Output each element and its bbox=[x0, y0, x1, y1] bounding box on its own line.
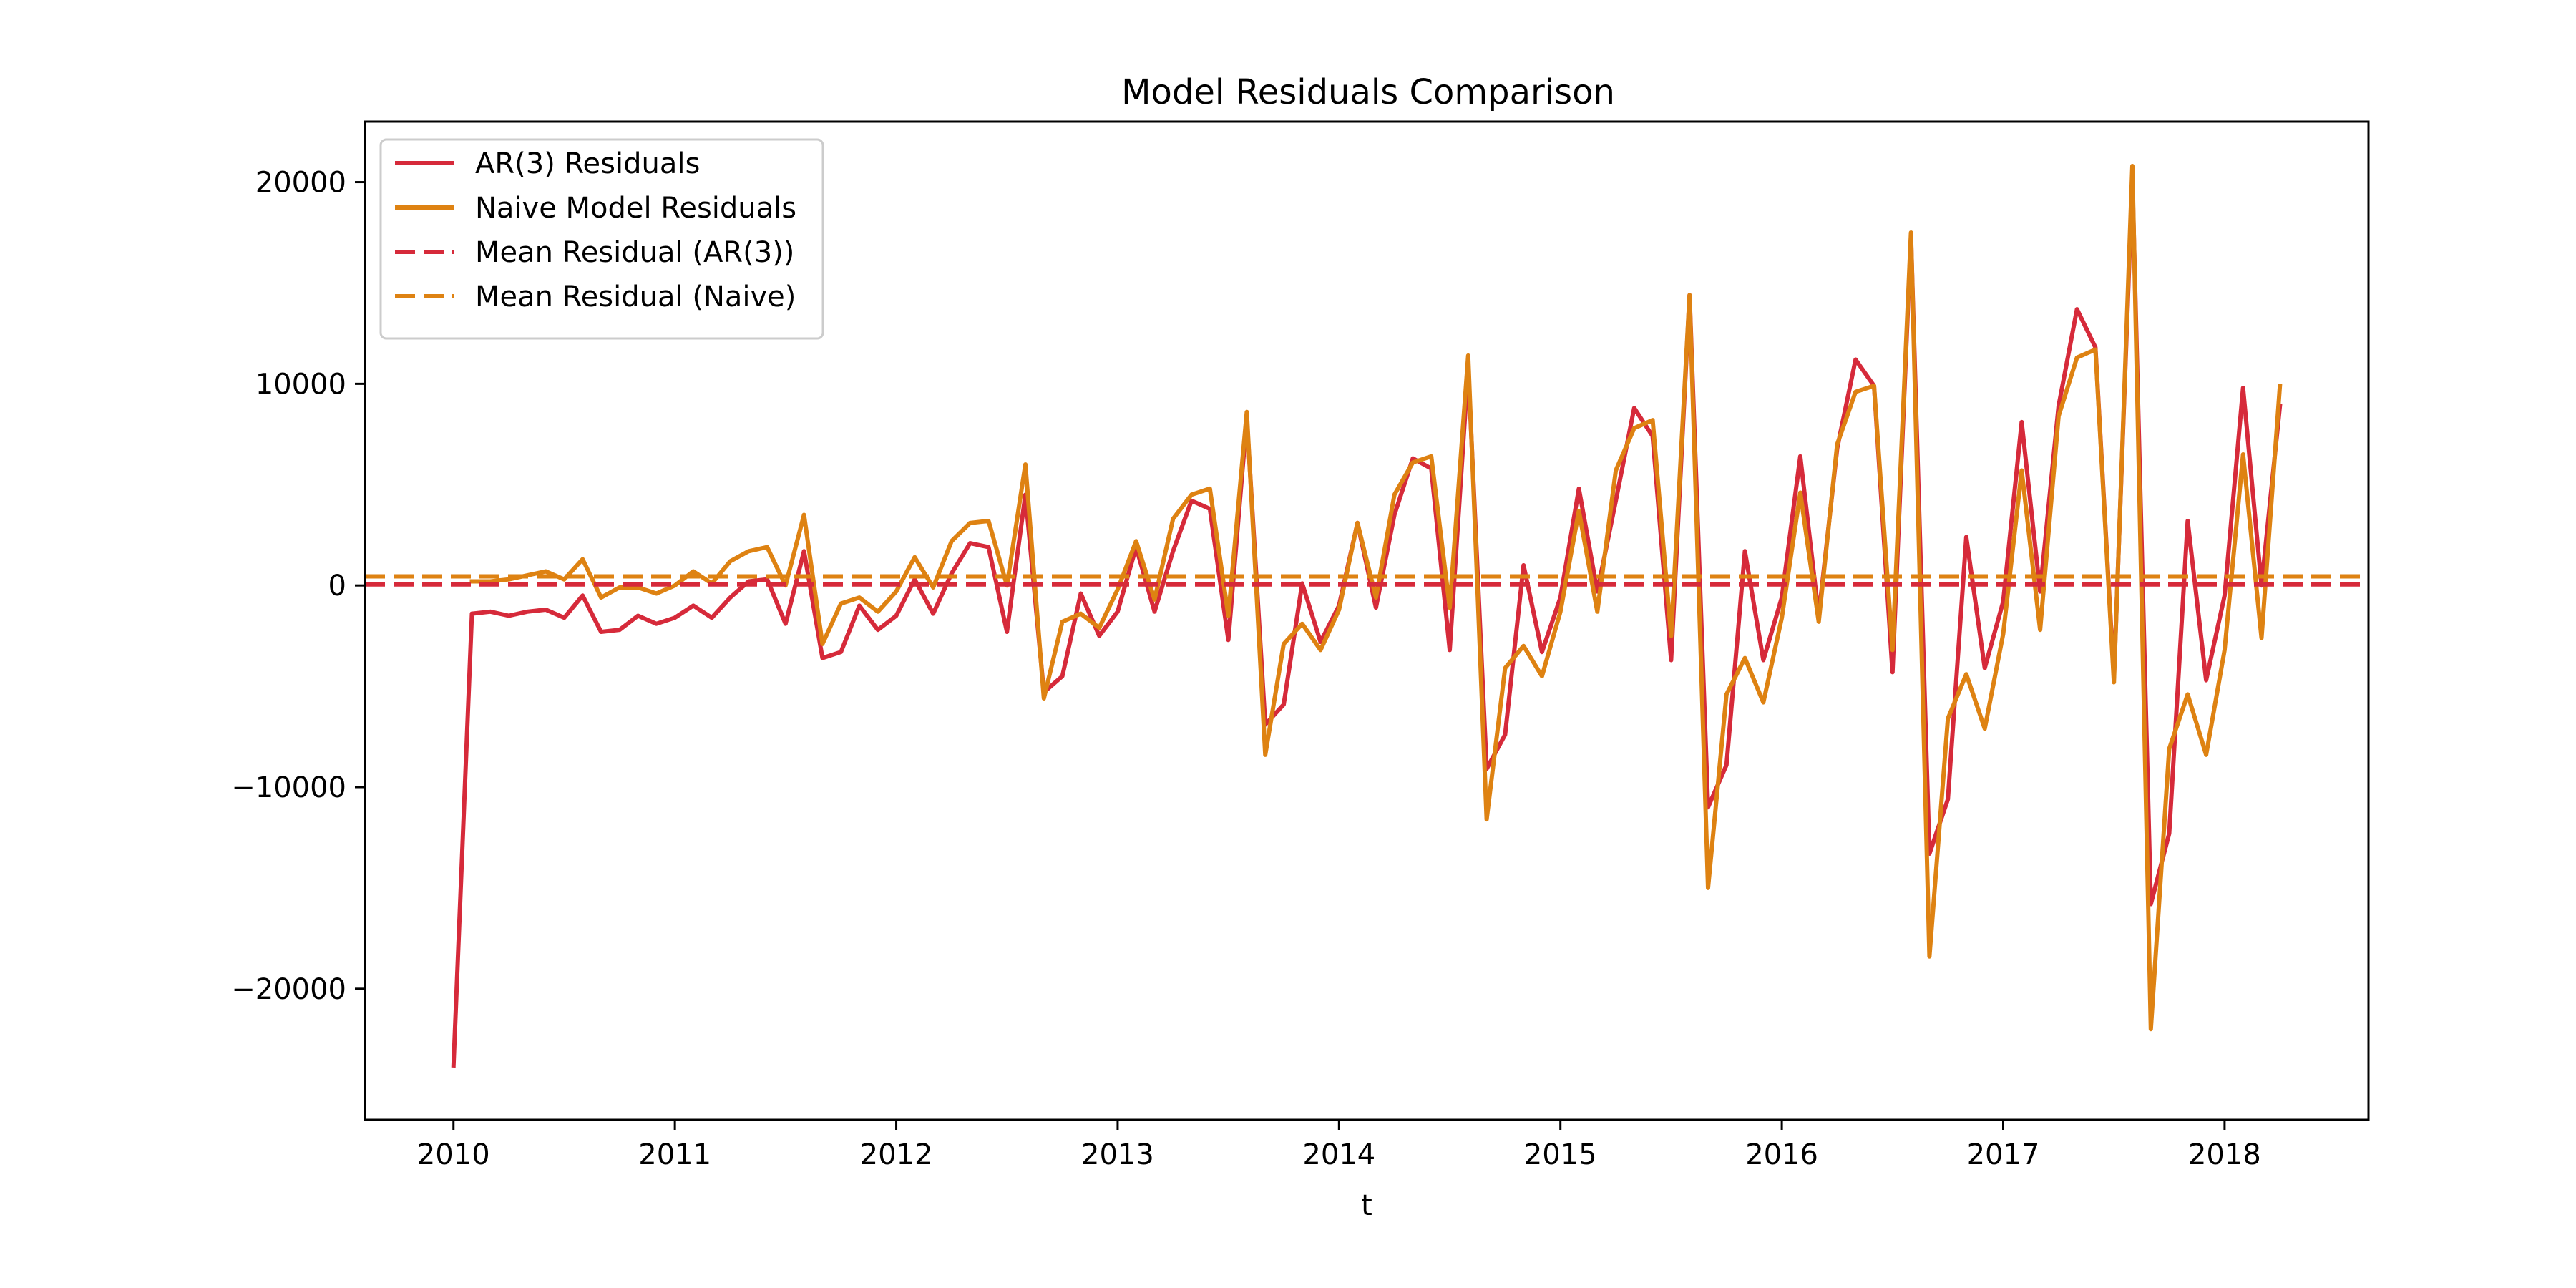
legend-label: Mean Residual (Naive) bbox=[475, 280, 796, 313]
legend-label: Mean Residual (AR(3)) bbox=[475, 236, 794, 269]
y-tick-label: 20000 bbox=[255, 167, 346, 200]
legend-label: AR(3) Residuals bbox=[475, 147, 700, 180]
x-tick-label: 2015 bbox=[1524, 1138, 1597, 1171]
x-axis-label: t bbox=[1361, 1189, 1372, 1222]
x-tick-label: 2010 bbox=[417, 1138, 490, 1171]
chart-title: Model Residuals Comparison bbox=[1121, 72, 1615, 112]
plot-frame bbox=[364, 120, 2370, 1121]
series-layer bbox=[365, 164, 2368, 1068]
y-tick-label: −10000 bbox=[231, 771, 346, 804]
x-tick-label: 2018 bbox=[2188, 1138, 2261, 1171]
legend-frame bbox=[379, 138, 824, 340]
y-tick-label: 0 bbox=[328, 570, 346, 602]
axes-layer: 2010 2011 2012 2013 2014 2015 2016 2017 2018 −200… bbox=[231, 167, 2261, 1171]
y-tick-label: 10000 bbox=[255, 368, 346, 401]
series-line-naive-model-residuals bbox=[469, 164, 2283, 1032]
x-tick-label: 2014 bbox=[1302, 1138, 1375, 1171]
x-tick-label: 2017 bbox=[1967, 1138, 2040, 1171]
x-tick-label: 2011 bbox=[638, 1138, 711, 1171]
y-tick-label: −20000 bbox=[231, 973, 346, 1006]
legend: AR(3) Residuals Naive Model Residuals Mean… bbox=[379, 138, 824, 340]
x-tick-label: 2016 bbox=[1745, 1138, 1818, 1171]
x-tick-label: 2013 bbox=[1081, 1138, 1154, 1171]
legend-label: Naive Model Residuals bbox=[475, 192, 796, 225]
x-tick-label: 2012 bbox=[860, 1138, 933, 1171]
